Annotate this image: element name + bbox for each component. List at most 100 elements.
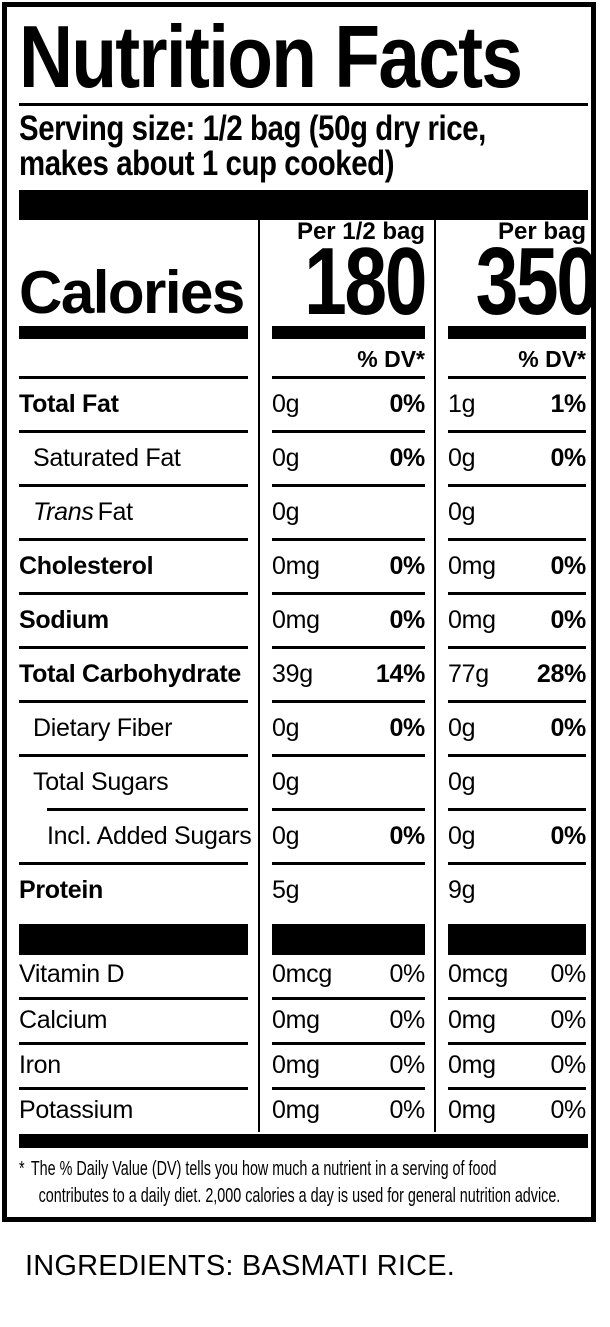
row-calcium: Calcium 0mg 0% 0mg 0% [19,996,588,1042]
dv-half-bag: 0% [389,605,425,634]
footnote-line2: contributes to a daily diet. 2,000 calor… [38,1183,561,1207]
dv-half-bag: 0% [389,551,425,580]
row-total-fat: Total Fat 0g 0% 1g 1% [19,375,588,430]
dv-half-bag: 0% [389,713,425,742]
row-potassium: Potassium 0mg 0% 0mg 0% [19,1086,588,1132]
nutrition-facts-panel: Nutrition Facts Serving size: 1/2 bag (5… [2,2,599,1223]
dv-half-bag: 0% [389,389,425,418]
panel-title: Nutrition Facts [19,7,523,106]
thick-separator-segment [19,923,248,955]
dv-half-bag: 0% [389,821,425,850]
amount-half-bag: 0g [272,821,300,850]
per-bag-header: Per bag [497,217,586,245]
footnote-line1: The % Daily Value (DV) tells you how muc… [30,1156,497,1180]
nutrient-name: Dietary Fiber [33,713,173,742]
row-added-sugars: Incl. Added Sugars 0g 0% 0g 0% [19,807,588,862]
amount-half-bag: 0g [272,389,300,418]
amount-per-bag: 77g [448,659,489,688]
amount-per-bag: 9g [448,875,476,904]
dv-half-bag: 0% [389,443,425,472]
dv-per-bag: 0% [550,1096,586,1125]
dv-per-bag: 0% [550,713,586,742]
dv-footnote: * The % Daily Value (DV) tells you how m… [19,1156,586,1209]
nutrient-name: Iron [19,1051,61,1080]
amount-per-bag: 0mcg [448,959,508,988]
row-saturated-fat: Saturated Fat 0g 0% 0g 0% [19,429,588,484]
dv-header-row: % DV* % DV* [19,345,588,376]
amount-half-bag: 0mg [272,1051,320,1080]
amount-per-bag: 0g [448,713,476,742]
amount-half-bag: 0g [272,443,300,472]
amount-half-bag: 39g [272,659,313,688]
amount-half-bag: 0g [272,713,300,742]
amount-half-bag: 0g [272,767,300,796]
dv-per-bag: 0% [550,605,586,634]
dv-header-per-bag: % DV* [518,345,586,372]
amount-per-bag: 0mg [448,1006,496,1035]
calories-per-half-bag: 180 [304,227,427,335]
serving-size-line1: Serving size: 1/2 bag (50g dry rice, [19,108,486,148]
serving-size-line2: makes about 1 cup cooked) [19,144,395,184]
dv-half-bag: 0% [389,1096,425,1125]
amount-half-bag: 5g [272,875,300,904]
calories-underline-bar [19,325,248,339]
dv-per-bag: 0% [550,1051,586,1080]
dv-half-bag: 14% [375,659,425,688]
dv-half-bag: 0% [389,959,425,988]
row-sodium: Sodium 0mg 0% 0mg 0% [19,591,588,646]
calories-underline-bar [448,325,586,339]
calories-per-bag: 350 [475,227,599,335]
thick-separator-segment [272,923,425,955]
nutrient-name: Total Carbohydrate [19,659,241,688]
dv-per-bag: 0% [550,959,586,988]
protein-separator-row [19,915,588,955]
title-rule [19,102,588,106]
thick-separator-segment [448,923,586,955]
row-trans-fat: Trans Fat 0g 0g [19,483,588,538]
amount-per-bag: 0g [448,821,476,850]
amount-per-bag: 0g [448,443,476,472]
row-total-carbohydrate: Total Carbohydrate 39g 14% 77g 28% [19,645,588,700]
amount-per-bag: 0g [448,767,476,796]
nutrient-name: Total Sugars [33,767,169,796]
amount-per-bag: 0mg [448,1096,496,1125]
calories-label: Calories [19,258,245,326]
nutrient-name: Calcium [19,1006,108,1035]
dv-half-bag: 0% [389,1051,425,1080]
row-cholesterol: Cholesterol 0mg 0% 0mg 0% [19,537,588,592]
nutrient-name: Trans Fat [33,497,133,526]
calories-section: Calories Per 1/2 bag 180 Per bag 350 [19,217,599,335]
thick-separator-top [19,189,588,220]
row-protein: Protein 5g 9g [19,861,588,916]
thick-separator-bottom [19,1133,588,1148]
dv-per-bag: 0% [550,551,586,580]
dv-half-bag: 0% [389,1006,425,1035]
amount-per-bag: 0mg [448,1051,496,1080]
row-dietary-fiber: Dietary Fiber 0g 0% 0g 0% [19,699,588,754]
nutrient-name: Sodium [19,605,109,634]
nutrient-name: Vitamin D [19,959,125,988]
amount-half-bag: 0mg [272,1096,320,1125]
dv-per-bag: 0% [550,443,586,472]
amount-half-bag: 0g [272,497,300,526]
amount-half-bag: 0mg [272,551,320,580]
dv-per-bag: 1% [550,389,586,418]
dv-header-half-bag: % DV* [357,345,425,372]
amount-half-bag: 0mg [272,1006,320,1035]
amount-per-bag: 0mg [448,605,496,634]
row-iron: Iron 0mg 0% 0mg 0% [19,1041,588,1087]
nutrient-name: Protein [19,875,104,904]
amount-half-bag: 0mg [272,605,320,634]
row-vitamin-d: Vitamin D 0mcg 0% 0mcg 0% [19,951,588,997]
dv-per-bag: 0% [550,821,586,850]
calories-underline-row [19,319,588,346]
amount-per-bag: 1g [448,389,476,418]
nutrient-name: Potassium [19,1096,134,1125]
nutrient-name: Saturated Fat [33,443,181,472]
amount-per-bag: 0mg [448,551,496,580]
calories-underline-bar [272,325,425,339]
nutrient-name: Incl. Added Sugars [47,821,252,850]
serving-size: Serving size: 1/2 bag (50g dry rice, mak… [19,108,607,184]
nutrient-name: Cholesterol [19,551,154,580]
ingredients-text: INGREDIENTS: BASMATI RICE. [25,1250,456,1283]
